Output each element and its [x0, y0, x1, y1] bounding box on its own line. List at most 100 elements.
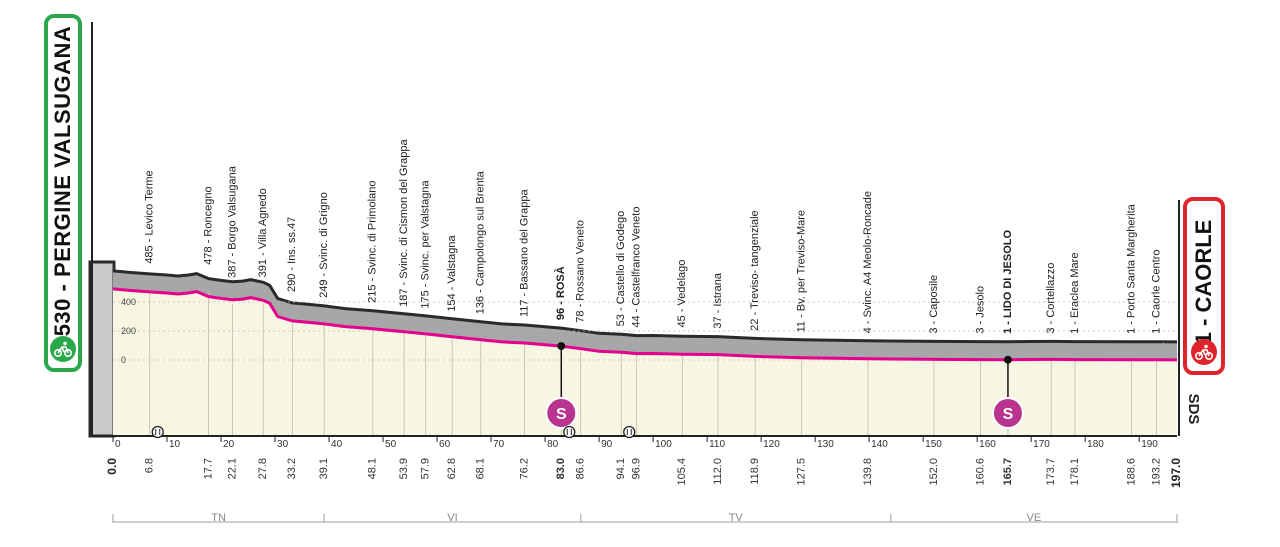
km-distance-label: 53.9 — [398, 458, 410, 479]
cyclist-icon — [50, 336, 76, 362]
region-label: TV — [729, 512, 744, 524]
location-label: 3 - Jesolo — [974, 286, 986, 334]
sprint-badge — [991, 397, 1024, 429]
location-label: 3 - Caposile — [928, 275, 940, 334]
km-distance-label: 68.1 — [475, 458, 487, 479]
km-tick-label: 170 — [1033, 439, 1050, 450]
location-label: 3 - Cortellazzo — [1045, 263, 1057, 334]
sds-watermark: SDS — [1183, 386, 1203, 432]
km-tick-label: 150 — [925, 439, 942, 450]
km-distance-label: 86.6 — [575, 458, 587, 479]
km-distance-label: 27.8 — [257, 458, 269, 479]
km-tick-label: 80 — [547, 439, 559, 450]
km-distance-label: 127.5 — [796, 458, 808, 486]
km-distance-label: 96.9 — [630, 458, 642, 479]
sprint-symbol: S — [556, 406, 567, 423]
location-label: 249 - Svinc. di Grigno — [318, 192, 330, 298]
km-distance-label: 105.4 — [676, 458, 688, 486]
region-label: VI — [447, 512, 457, 524]
km-tick-label: 160 — [979, 439, 996, 450]
km-tick-label: 40 — [331, 439, 343, 450]
location-label: 11 - Bv. per Treviso-Mare — [796, 210, 808, 332]
km-tick-label: 180 — [1087, 439, 1104, 450]
km-tick-label: 130 — [817, 439, 834, 450]
location-label: 1 - Eraclea Mare — [1069, 253, 1081, 334]
km-distance-label: 112.0 — [712, 458, 724, 485]
km-distance-label: 33.2 — [286, 458, 298, 479]
finish-label: 1 - CAORLE — [1191, 219, 1216, 345]
km-tick-label: 30 — [277, 439, 289, 450]
region-label: VE — [1027, 512, 1042, 524]
km-tick-label: 100 — [655, 439, 672, 450]
km-distance-label: 83.0 — [555, 458, 567, 479]
km-start-label: 0.0 — [105, 458, 119, 475]
location-label: 4 - Svinc. A4 Meolo-Roncade — [862, 191, 874, 333]
location-label: 290 - Ins. ss.47 — [286, 217, 298, 292]
sprint-badge — [545, 397, 578, 429]
y-tick-label: 0 — [121, 355, 126, 365]
start-label: 530 - PERGINE VALSUGANA — [50, 25, 75, 337]
km-distance-label: 173.7 — [1045, 458, 1057, 486]
feed-zone-icon — [563, 425, 576, 439]
location-label: 44 - Castelfranco Veneto — [630, 207, 642, 328]
km-tick-label: 0 — [115, 439, 121, 450]
location-label: 154 - Valstagna — [446, 235, 458, 312]
km-distance-label: 188.6 — [1126, 458, 1138, 486]
km-distance-label: 6.8 — [144, 458, 156, 473]
km-distance-label: 62.8 — [446, 458, 458, 479]
km-tick-label: 70 — [493, 439, 505, 450]
profile-area — [113, 288, 1177, 436]
road-edge-line — [112, 269, 1178, 344]
location-label: 391 - Villa Agnedo — [257, 188, 269, 277]
location-label: 215 - Svinc. di Primolano — [367, 181, 379, 303]
route-line — [112, 287, 1178, 362]
location-label: 485 - Levico Terme — [144, 170, 156, 263]
km-distance-label: 22.1 — [226, 458, 238, 479]
km-distance-label: 39.1 — [318, 458, 330, 479]
location-label: 53 - Castello di Godego — [615, 211, 627, 327]
start-badge: 530 - PERGINE VALSUGANA — [44, 14, 82, 372]
km-tick-label: 190 — [1141, 439, 1158, 450]
location-label: 478 - Roncegno — [203, 186, 215, 264]
sprint-dot — [1003, 355, 1012, 364]
km-tick-label: 10 — [169, 439, 181, 450]
feed-zone-icon — [623, 425, 636, 439]
location-label: 387 - Borgo Valsugana — [226, 165, 238, 278]
km-distance-label: 17.7 — [203, 458, 215, 479]
km-distance-label: 48.1 — [367, 458, 379, 479]
location-label: 78 - Rossano Veneto — [575, 220, 587, 323]
location-label: 1 - Porto Santa Margherita — [1126, 203, 1138, 334]
km-finish-label: 197.0 — [1169, 458, 1183, 488]
watermark-text: SDS — [1185, 394, 1202, 425]
km-tick-label: 110 — [709, 439, 725, 450]
km-distance-label: 178.1 — [1069, 458, 1081, 486]
km-distance-label: 94.1 — [615, 458, 627, 479]
location-label: 96 - ROSÀ — [554, 266, 567, 320]
km-distance-label: 57.9 — [420, 458, 432, 479]
km-distance-label: 165.7 — [1002, 458, 1014, 486]
feed-zone-icon — [151, 425, 164, 439]
location-label: 175 - Svinc. per Valstagna — [420, 180, 432, 309]
km-distance-label: 139.8 — [862, 458, 874, 486]
km-tick-label: 90 — [601, 439, 613, 450]
location-label: 117 - Bassano del Grappa — [518, 189, 530, 317]
location-label: 1 - LIDO DI JESOLO — [1002, 230, 1014, 334]
sprint-dot — [557, 342, 566, 351]
km-distance-label: 160.6 — [974, 458, 986, 486]
km-tick-label: 20 — [223, 439, 235, 450]
km-tick-label: 50 — [385, 439, 397, 450]
road-band — [113, 270, 1177, 360]
location-label: 136 - Campolongo sul Brenta — [475, 170, 487, 314]
km-distance-label: 118.9 — [749, 458, 761, 485]
location-label: 1 - Caorle Centro — [1150, 249, 1162, 333]
finish-badge: 1 - CAORLE — [1183, 197, 1225, 375]
km-tick-label: 140 — [871, 439, 888, 450]
km-distance-label: 193.2 — [1150, 458, 1162, 486]
location-label: 37 - Istrana — [712, 272, 724, 329]
region-label: TN — [211, 512, 226, 524]
location-label: 187 - Svinc. di Cismon del Grappa — [398, 138, 410, 306]
start-wall — [88, 260, 116, 438]
cyclist-icon — [1191, 339, 1217, 365]
y-tick-label: 400 — [121, 297, 136, 307]
